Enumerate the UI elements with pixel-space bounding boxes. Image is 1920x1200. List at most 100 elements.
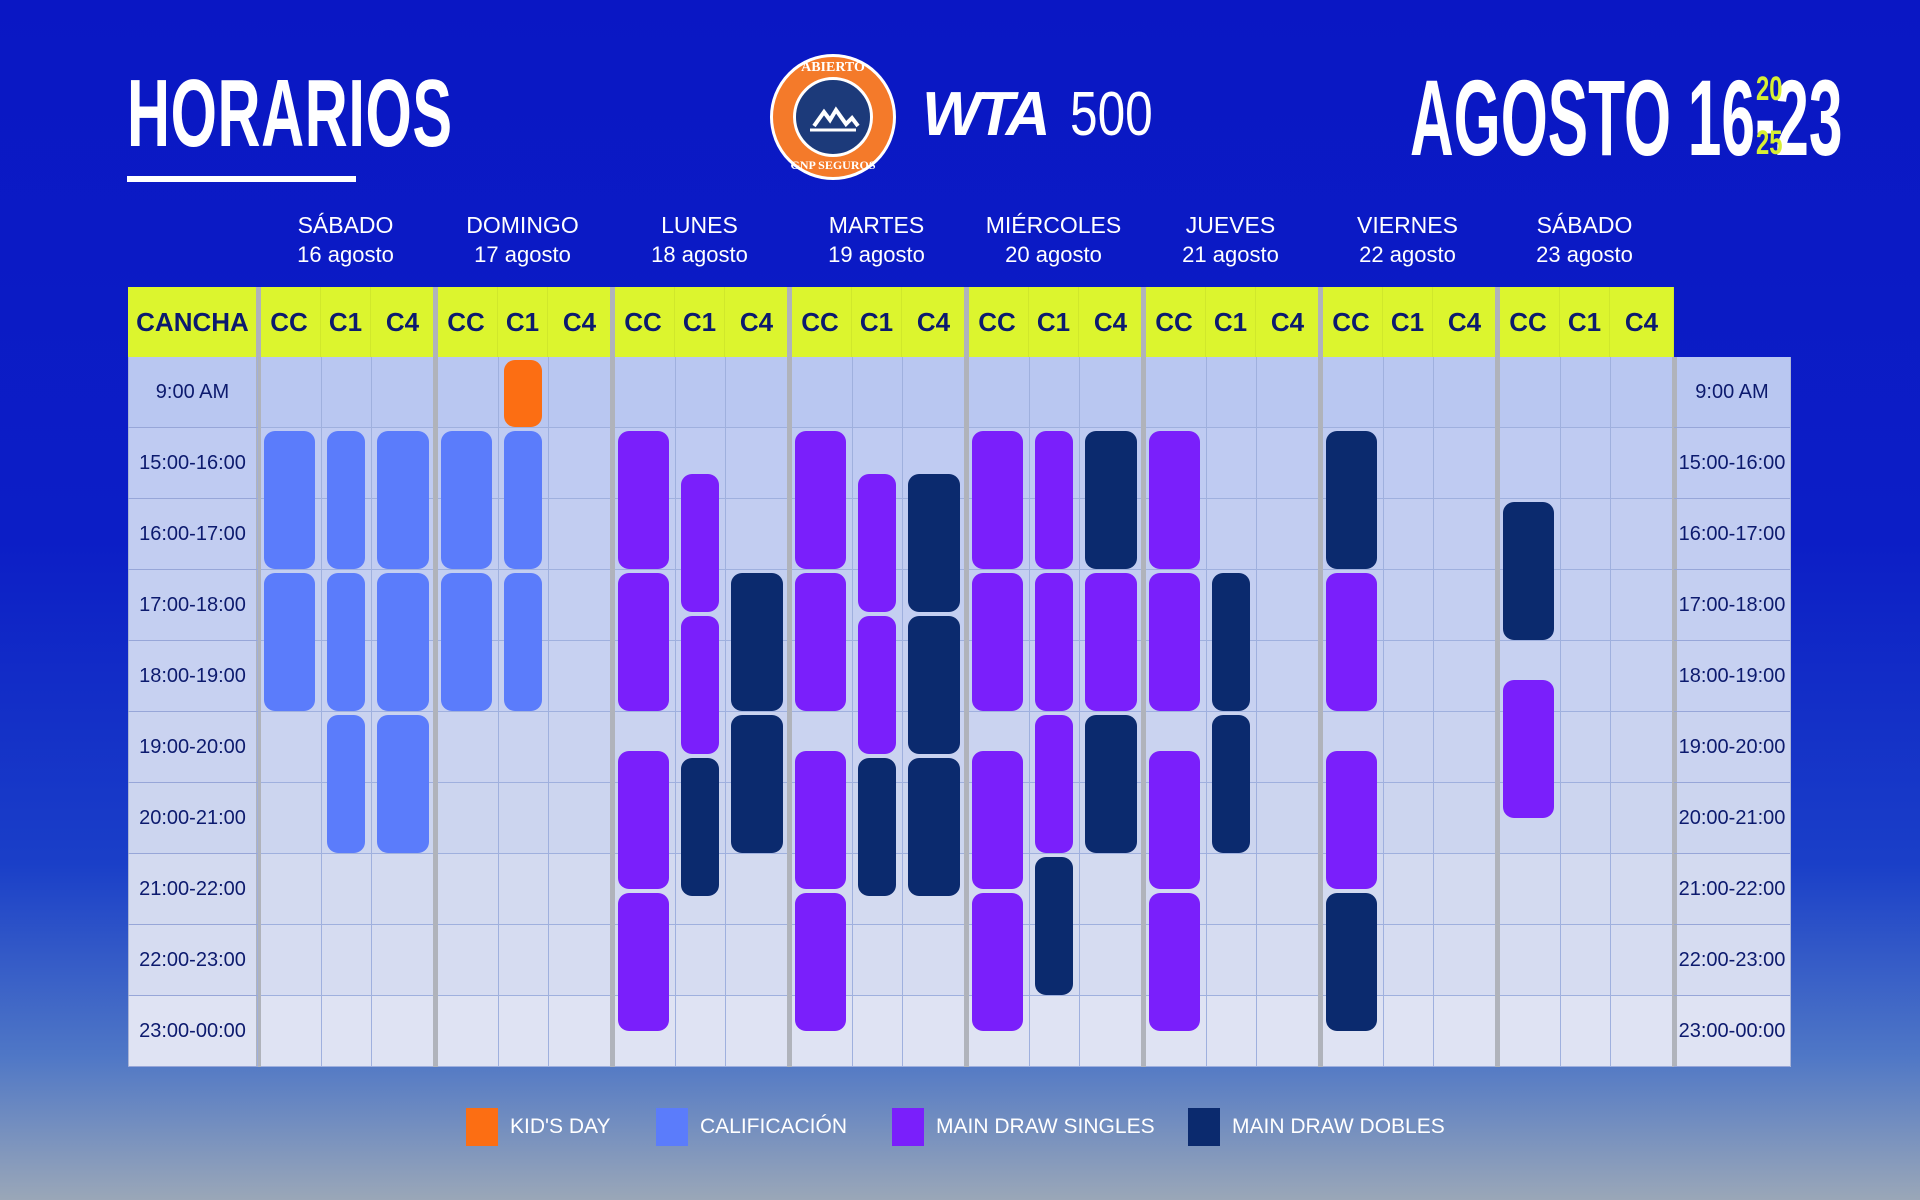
tennis-ball-icon	[793, 77, 873, 157]
schedule-block-calificacion	[504, 573, 542, 711]
schedule-block-singles	[858, 473, 896, 612]
grid-row	[128, 996, 1790, 1067]
schedule-block-singles	[1149, 573, 1200, 711]
day-name: LUNES	[661, 212, 738, 238]
legend-swatch	[1188, 1108, 1220, 1146]
year-top: 20	[1756, 70, 1783, 108]
schedule-block-dobles	[908, 615, 960, 754]
day-separator	[1495, 287, 1500, 1067]
abierto-gnp-logo: ABIERTO GNP SEGUROS	[770, 54, 896, 180]
day-date: 20 agosto	[1005, 242, 1102, 267]
time-label-right: 16:00-17:00	[1674, 499, 1790, 570]
time-label-left: 23:00-00:00	[128, 996, 258, 1067]
court-header: C1	[1560, 287, 1610, 357]
schedule-block-singles	[972, 750, 1023, 889]
court-header: C4	[1256, 287, 1320, 357]
legend-swatch	[892, 1108, 924, 1146]
schedule-block-singles	[681, 615, 719, 754]
time-label-right: 9:00 AM	[1674, 357, 1790, 428]
legend-label: MAIN DRAW SINGLES	[936, 1115, 1155, 1138]
schedule-block-singles	[1503, 679, 1554, 818]
schedule-block-dobles	[1212, 715, 1250, 853]
time-label-left: 9:00 AM	[128, 357, 258, 428]
court-header: C1	[675, 287, 725, 357]
schedule-block-singles	[972, 892, 1023, 1031]
schedule-block-singles	[972, 573, 1023, 711]
schedule-block-singles	[1035, 573, 1073, 711]
court-divider	[1079, 357, 1080, 1067]
court-divider	[675, 357, 676, 1067]
day-header: MIÉRCOLES 20 agosto	[966, 210, 1141, 270]
schedule-block-singles	[795, 892, 846, 1031]
day-name: SÁBADO	[1536, 212, 1633, 238]
schedule-block-calificacion	[504, 431, 542, 569]
court-divider	[1610, 357, 1611, 1067]
cancha-header: CANCHA	[128, 287, 258, 357]
day-header: LUNES 18 agosto	[612, 210, 787, 270]
page-title: HORARIOS	[127, 60, 453, 167]
time-label-right: 23:00-00:00	[1674, 996, 1790, 1067]
day-separator	[1672, 357, 1677, 1067]
court-header: C4	[902, 287, 966, 357]
court-header: C4	[548, 287, 612, 357]
day-header: MARTES 19 agosto	[789, 210, 964, 270]
schedule-block-calificacion	[327, 431, 365, 569]
schedule-block-singles	[618, 573, 669, 711]
legend-item: MAIN DRAW DOBLES	[1188, 1108, 1445, 1146]
logo-text-bottom: GNP SEGUROS	[790, 158, 876, 172]
day-separator	[1318, 287, 1323, 1067]
schedule-block-dobles	[1326, 431, 1377, 569]
day-name: MARTES	[828, 212, 925, 238]
schedule-block-singles	[1085, 573, 1137, 711]
time-label-left: 18:00-19:00	[128, 641, 258, 712]
court-header: C1	[1206, 287, 1256, 357]
day-name: VIERNES	[1357, 212, 1458, 238]
schedule-block-calificacion	[441, 573, 492, 711]
schedule-block-dobles	[908, 473, 960, 612]
schedule-block-calificacion	[327, 715, 365, 853]
day-separator	[610, 287, 615, 1067]
schedule-block-dobles	[731, 715, 783, 853]
court-divider	[1029, 357, 1030, 1067]
court-header: CC	[1143, 287, 1206, 357]
time-label-left: 17:00-18:00	[128, 570, 258, 641]
day-date: 16 agosto	[297, 242, 394, 267]
schedule-block-singles	[681, 473, 719, 612]
schedule-block-singles	[1149, 431, 1200, 569]
right-column-cap	[1674, 357, 1790, 359]
schedule-block-singles	[1149, 750, 1200, 889]
day-separator	[433, 287, 438, 1067]
court-divider	[1383, 357, 1384, 1067]
wta-logo: WTA	[922, 80, 1051, 149]
schedule-block-calificacion	[264, 431, 315, 569]
day-separator	[1141, 287, 1146, 1067]
legend-item: KID'S DAY	[466, 1108, 610, 1146]
day-name: DOMINGO	[466, 212, 579, 238]
time-label-left: 22:00-23:00	[128, 925, 258, 996]
court-header: CC	[1320, 287, 1383, 357]
time-label-left: 16:00-17:00	[128, 499, 258, 570]
title-underline	[127, 176, 356, 182]
day-header: DOMINGO 17 agosto	[435, 210, 610, 270]
time-label-left: 19:00-20:00	[128, 712, 258, 783]
time-label-left: 21:00-22:00	[128, 854, 258, 925]
court-divider	[321, 357, 322, 1067]
day-name: MIÉRCOLES	[985, 212, 1122, 238]
court-header: C1	[852, 287, 902, 357]
time-label-right: 18:00-19:00	[1674, 641, 1790, 712]
time-label-right: 22:00-23:00	[1674, 925, 1790, 996]
schedule-block-dobles	[731, 573, 783, 711]
day-date: 22 agosto	[1359, 242, 1456, 267]
schedule-block-dobles	[1212, 573, 1250, 711]
day-date: 19 agosto	[828, 242, 925, 267]
court-divider	[902, 357, 903, 1067]
court-header: CC	[966, 287, 1029, 357]
court-header: C4	[725, 287, 789, 357]
logo-text-top: ABIERTO	[801, 60, 865, 75]
schedule-block-dobles	[1503, 502, 1554, 640]
schedule-block-singles	[972, 431, 1023, 569]
legend-swatch	[656, 1108, 688, 1146]
wta-tier: 500	[1070, 80, 1153, 149]
schedule-block-singles	[795, 431, 846, 569]
day-name: SÁBADO	[297, 212, 394, 238]
